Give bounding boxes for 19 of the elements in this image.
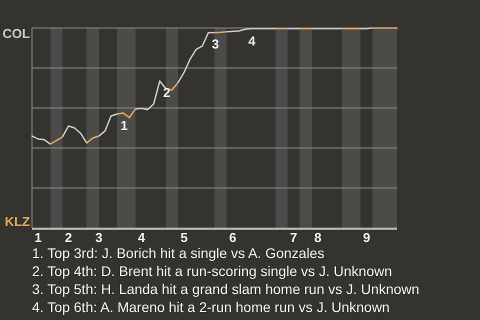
x-tick-label: 3 bbox=[95, 230, 103, 245]
text: 3. Top 5th: H. Landa hit a grand slam home run vs J. Unknown bbox=[32, 281, 420, 297]
text: 4. Top 6th: A. Mareno hit a 2-run home run vs J. Unknown bbox=[32, 299, 390, 315]
x-tick-label: 8 bbox=[314, 230, 322, 245]
x-tick-label: 9 bbox=[362, 230, 370, 245]
x-tick-label: 5 bbox=[180, 230, 188, 245]
x-tick-label: 4 bbox=[138, 230, 146, 245]
annotation: 2 bbox=[163, 85, 170, 100]
x-tick-label: 7 bbox=[290, 230, 298, 245]
annotation: 1 bbox=[120, 118, 128, 133]
x-tick-label: 1 bbox=[34, 230, 42, 245]
x-tick-label: 6 bbox=[229, 230, 236, 245]
text: COL bbox=[2, 26, 30, 41]
x-tick-label: 2 bbox=[64, 230, 72, 245]
text: 1. Top 3rd: J. Borich hit a single vs A. Gonzales bbox=[32, 245, 324, 261]
annotation: 4 bbox=[248, 33, 256, 48]
text: 2. Top 4th: D. Brent hit a run-scoring single vs J. Unknown bbox=[32, 263, 392, 279]
text: KLZ bbox=[4, 214, 30, 229]
annotation: 3 bbox=[212, 36, 220, 52]
